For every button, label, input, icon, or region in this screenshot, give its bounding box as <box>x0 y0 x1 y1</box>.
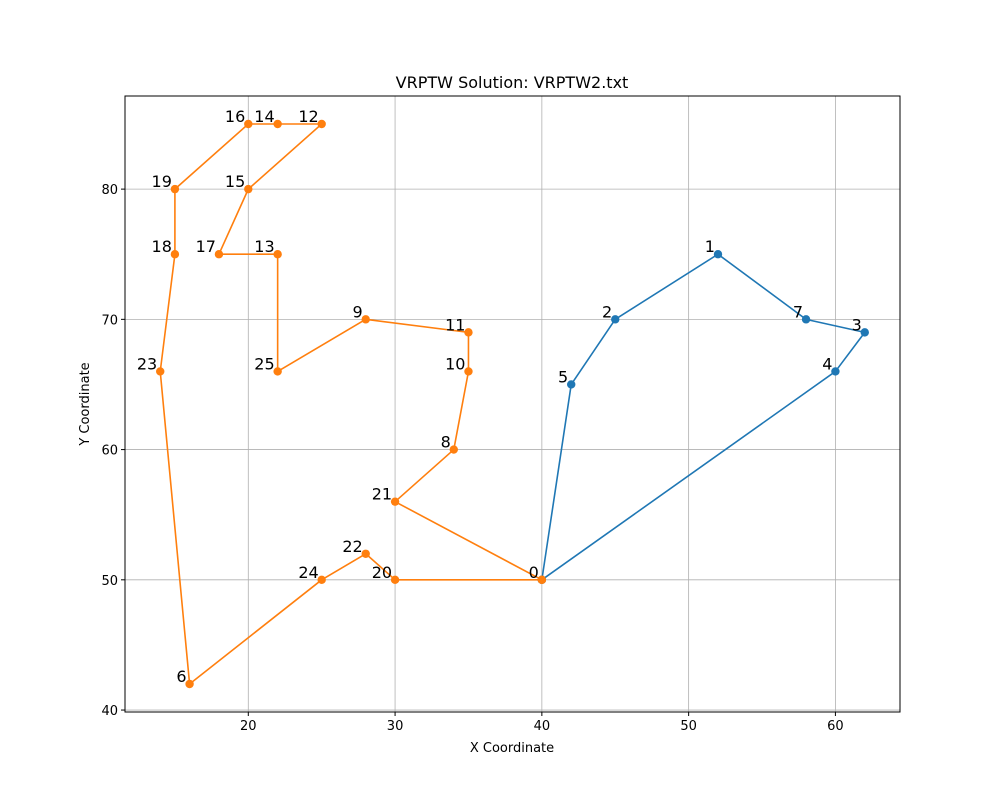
node-label-16: 16 <box>225 107 245 126</box>
node-labels: 0123456789101112131415161718192021222324… <box>137 107 862 686</box>
route-point-14 <box>273 119 282 129</box>
x-tick-label: 40 <box>534 719 551 734</box>
node-label-9: 9 <box>353 302 363 321</box>
route-point-16 <box>244 119 253 129</box>
node-label-1: 1 <box>705 237 715 256</box>
node-label-17: 17 <box>196 237 216 256</box>
route-point-4 <box>831 367 840 376</box>
node-label-19: 19 <box>152 172 172 191</box>
x-axis-label: X Coordinate <box>470 741 554 756</box>
node-label-21: 21 <box>372 485 392 504</box>
points <box>156 119 869 689</box>
grid <box>125 96 900 712</box>
route-point-12 <box>317 119 326 129</box>
route-point-0 <box>537 575 547 585</box>
node-label-24: 24 <box>298 563 318 582</box>
x-tick-label: 30 <box>387 719 404 734</box>
route-point-20 <box>390 575 400 585</box>
route-point-10 <box>464 367 473 376</box>
x-tick-label: 20 <box>240 719 257 734</box>
y-tick-label: 50 <box>101 574 118 589</box>
node-label-22: 22 <box>342 537 362 556</box>
y-tick-label: 70 <box>101 313 118 328</box>
node-label-7: 7 <box>793 302 803 321</box>
node-label-18: 18 <box>152 237 172 256</box>
node-label-5: 5 <box>558 367 568 386</box>
node-label-23: 23 <box>137 354 157 373</box>
node-label-20: 20 <box>372 563 392 582</box>
route-point-1 <box>713 250 723 259</box>
route-point-22 <box>361 549 370 558</box>
node-label-2: 2 <box>602 302 612 321</box>
route-point-25 <box>273 367 282 376</box>
y-axis-label: Y Coordinate <box>78 362 93 446</box>
chart-title: VRPTW Solution: VRPTW2.txt <box>396 73 629 92</box>
route-point-24 <box>317 575 326 585</box>
route-point-3 <box>860 328 869 337</box>
route-point-18 <box>170 250 180 259</box>
route-point-17 <box>214 250 224 259</box>
y-tick-label: 80 <box>101 183 118 198</box>
route-point-11 <box>464 328 473 337</box>
route-point-2 <box>611 315 620 324</box>
y-tick-label: 60 <box>101 444 118 459</box>
node-label-10: 10 <box>445 354 465 373</box>
route-point-23 <box>156 367 165 376</box>
node-label-8: 8 <box>441 433 451 452</box>
route-line-1 <box>541 253 866 581</box>
route-point-5 <box>567 380 576 389</box>
node-label-14: 14 <box>254 107 274 126</box>
route-point-15 <box>244 184 253 194</box>
route-point-9 <box>361 315 370 324</box>
route-point-7 <box>801 315 811 324</box>
route-point-8 <box>449 445 458 454</box>
route-point-19 <box>170 184 180 194</box>
node-label-25: 25 <box>254 354 274 373</box>
node-label-11: 11 <box>445 315 465 334</box>
y-tick-label: 40 <box>101 704 118 719</box>
node-label-13: 13 <box>254 237 274 256</box>
route-point-13 <box>273 250 282 259</box>
node-label-0: 0 <box>529 563 539 582</box>
node-label-12: 12 <box>298 107 318 126</box>
x-tick-label: 60 <box>827 719 844 734</box>
plot-area-frame <box>124 95 901 713</box>
x-tick-label: 50 <box>680 719 697 734</box>
node-label-3: 3 <box>852 315 862 334</box>
node-label-15: 15 <box>225 172 245 191</box>
node-label-4: 4 <box>822 354 832 373</box>
route-point-6 <box>185 679 194 689</box>
node-label-6: 6 <box>176 667 186 686</box>
route-point-21 <box>390 497 400 506</box>
